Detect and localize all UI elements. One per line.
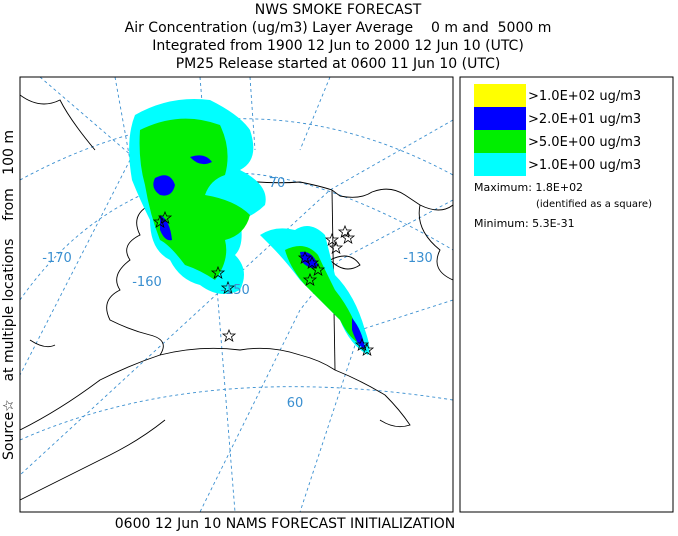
grid-label: -130: [403, 251, 433, 266]
legend-label: >1.0E+00 ug/m3: [528, 158, 641, 173]
grid-label: -170: [42, 251, 72, 266]
title: NWS SMOKE FORECAST: [255, 2, 422, 18]
grid-label: -150: [220, 283, 250, 298]
legend-swatch: [474, 107, 526, 130]
legend-label: >1.0E+02 ug/m3: [528, 89, 641, 104]
legend-swatch: [474, 84, 526, 107]
grid-label: -160: [132, 275, 162, 290]
maximum: Maximum: 1.8E+02: [474, 181, 583, 194]
legend-swatch: [474, 153, 526, 176]
grid-label: 60: [287, 396, 304, 411]
map-frame: [19, 76, 454, 513]
side-label: Source☆ at multiple locations from 100 m: [1, 130, 17, 460]
footer: 0600 12 Jun 10 NAMS FORECAST INITIALIZAT…: [115, 516, 455, 532]
legend-label: >5.0E+00 ug/m3: [528, 135, 641, 150]
map: -170 -160 -150 -130 70 60: [20, 77, 453, 512]
legend: >1.0E+02 ug/m3 >2.0E+01 ug/m3 >5.0E+00 ug/…: [474, 84, 641, 176]
legend-label: >2.0E+01 ug/m3: [528, 112, 641, 127]
maximum-note: (identified as a square): [536, 199, 652, 210]
legend-swatch: [474, 130, 526, 153]
smoke-plume: [129, 99, 370, 355]
subtitle: PM25 Release started at 0600 11 Jun 10 (…: [176, 56, 501, 72]
grid-label: 70: [269, 176, 286, 191]
minimum: Minimum: 5.3E-31: [474, 217, 575, 230]
subtitle: Integrated from 1900 12 Jun to 2000 12 J…: [152, 38, 524, 54]
subtitle: Air Concentration (ug/m3) Layer Average …: [125, 20, 552, 36]
